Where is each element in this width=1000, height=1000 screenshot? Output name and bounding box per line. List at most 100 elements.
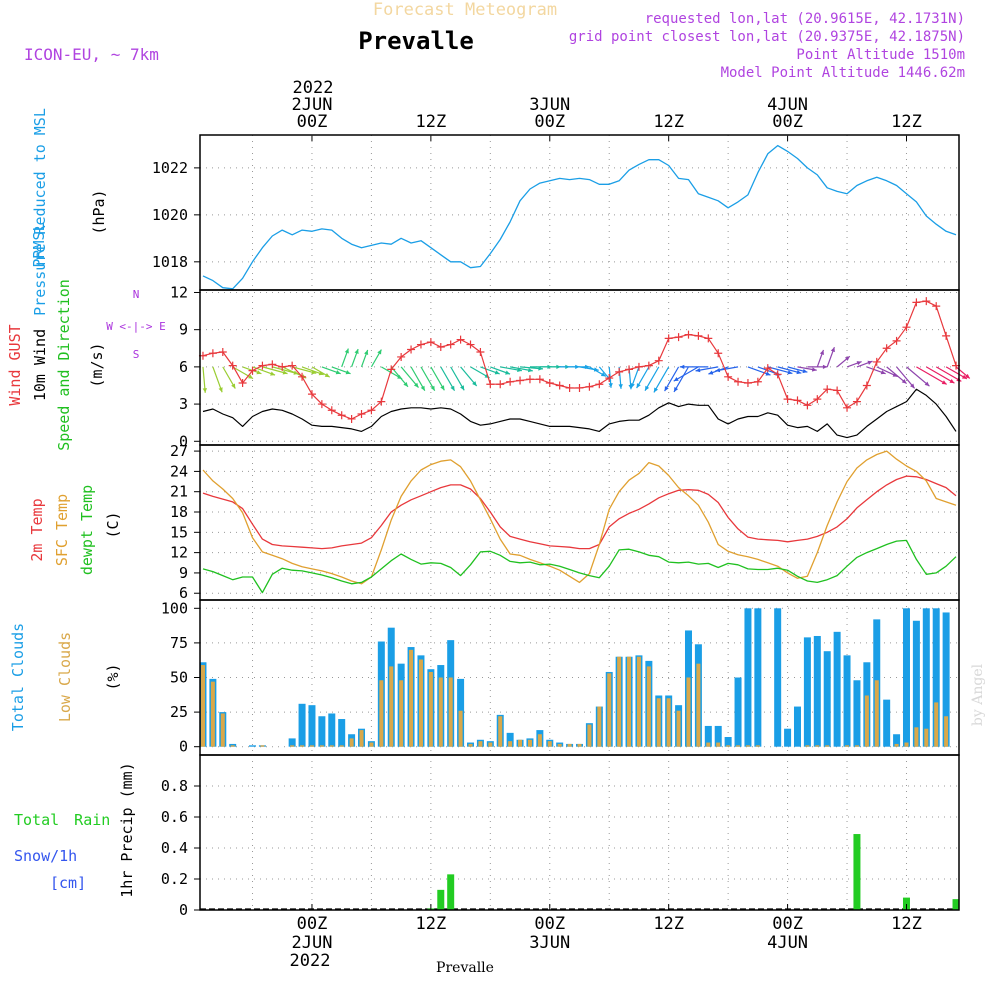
temp-sfc-label: SFC Temp [53,494,71,566]
top-time-label: 12Z [416,112,447,132]
gust-marker [387,365,396,374]
gust-marker [813,395,822,404]
wind-arrow-head [527,367,533,373]
total-cloud-bar [784,728,792,747]
top-time-label: 00Z [772,112,803,132]
low-cloud-bar [666,698,671,747]
wind-arrow-head [941,380,947,385]
compass-south: S [133,348,140,361]
low-cloud-bar [349,738,354,747]
low-cloud-bar [527,739,532,747]
y-tick-label: 15 [170,523,188,541]
wind-arrow-head [715,367,721,373]
gust-marker [862,381,871,390]
bottom-time-axis: 00Z 12Z 00Z 12Z 00Z 12Z 2JUN 3JUN 4JUN [291,904,922,953]
top-time-label: 12Z [653,112,684,132]
low-cloud-bar [736,745,741,747]
clouds-unit-label: (%) [104,663,122,690]
low-cloud-bar [557,743,562,747]
wind-direction-legend: N S W <-|-> E [106,288,166,361]
low-cloud-bar [676,710,681,747]
gust-marker [416,340,425,349]
total-cloud-bar [813,635,821,747]
wind-arrow-head [673,387,679,392]
gust-marker [208,349,217,358]
gust-marker [456,335,465,344]
footer-station: Prevalle [436,960,494,976]
temperature-panel: 2m Temp SFC Temp dewpt Temp (C) 6 9 12 15 18… [28,442,960,602]
top-time-label: 00Z [297,112,328,132]
low-cloud-bar [587,724,592,747]
y-tick-label: 50 [170,669,188,687]
low-cloud-bar [696,663,701,747]
low-cloud-bar [319,745,324,747]
wind-arrow-head [345,370,351,375]
precip-frame [199,754,960,911]
gust-marker [852,397,861,406]
wind-speed-direction-label: Speed and Direction [55,279,73,451]
low-cloud-bar [409,649,414,747]
y-tick-label: 3 [179,395,188,413]
gust-marker [258,361,267,370]
precip-unit-label: 1hr Precip (mm) [118,762,136,897]
low-clouds-label: Low Clouds [56,632,74,722]
bottom-time-label: 12Z [653,914,684,934]
total-cloud-bar [724,737,732,747]
gust-marker [377,397,386,406]
low-cloud-bar [607,673,612,747]
wind-arrow-head [364,349,369,355]
compass-north: N [133,288,140,301]
wind-arrow-head [796,369,802,375]
wind-10m-line [202,388,957,439]
wind-arrow-head [901,379,907,384]
low-cloud-bar [369,742,374,747]
clouds-plot [199,608,950,747]
gust-marker [476,348,485,356]
gust-marker [555,381,564,390]
prmsl-line [202,144,957,290]
total-rain-label: Total Rain [14,811,110,829]
wind-arrow [410,366,426,391]
wind-arrow-head [248,374,254,379]
compass-west-east: W <-|-> E [106,320,166,333]
gust-marker [773,370,782,379]
total-cloud-bar [833,631,841,747]
wind-10m-label: 10m Wind [31,329,49,401]
clouds-panel: Total Clouds Low Clouds (%) 0 25 50 75 100 b… [9,599,986,756]
low-cloud-bar [944,716,949,747]
rain-bar [952,899,960,910]
wind-arrow-head [964,373,970,379]
precip-gridlines [200,755,959,911]
rain-bar [902,897,910,910]
wind-arrow-head [802,368,808,374]
temp-dewpt-label: dewpt Temp [78,485,96,575]
low-cloud-bar [636,656,641,747]
prmsl-label: PRMSL [30,222,48,267]
bottom-time-label: 12Z [891,914,922,934]
pressure-gridlines [200,135,959,290]
gust-marker [595,380,604,389]
rain-bar [853,834,861,910]
gust-marker [446,340,455,349]
gridpoint-coords: grid point closest lon,lat (20.9375E, 42… [569,29,965,45]
low-cloud-bar [547,741,552,747]
gust-marker [298,372,307,381]
gust-marker [902,323,911,332]
total-cloud-bar [912,620,920,747]
wind-arrow-head [630,383,635,389]
wind-gust-label: Wind GUST [6,324,24,405]
gust-marker [228,361,237,370]
low-cloud-bar [329,745,334,747]
gust-marker [783,395,792,404]
gust-marker [565,383,574,392]
total-cloud-bar [902,608,910,747]
y-tick-label: 12 [170,283,188,301]
gust-marker [268,360,277,369]
y-tick-label: 25 [170,703,188,721]
gust-marker [367,406,376,415]
product-title: Forecast Meteogram [373,0,557,20]
y-tick-label: 12 [170,544,188,562]
total-cloud-bar [793,706,801,747]
low-cloud-bar [617,656,622,747]
total-cloud-bar [883,699,891,747]
